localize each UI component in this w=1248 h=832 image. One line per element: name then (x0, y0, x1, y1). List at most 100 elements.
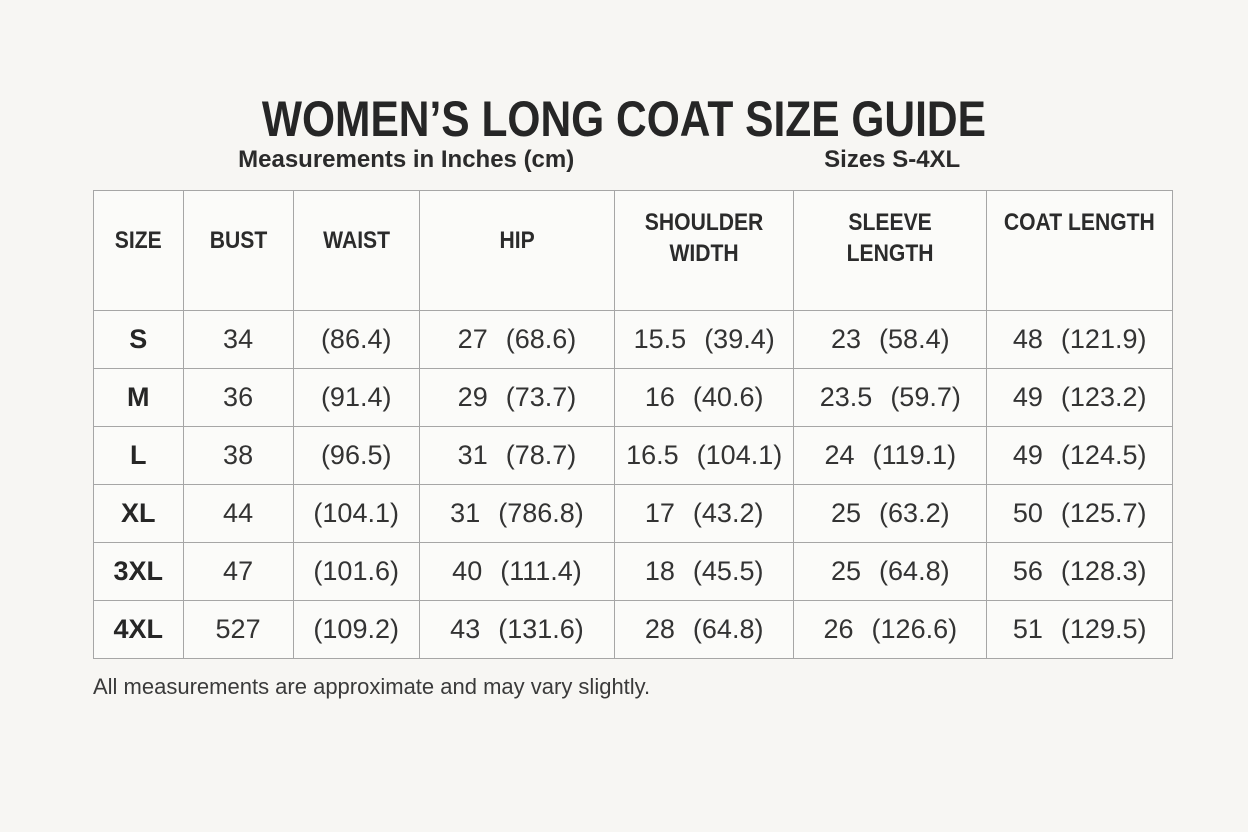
bust-cell: 34 (182, 310, 294, 369)
table-row-m: M 36 (91.4) 29 (73.7) 16 (40.6) 23.5 (59.7)… (93, 368, 1173, 427)
inches-value: 50 (1012, 498, 1043, 528)
size-label: S (93, 310, 184, 369)
disclaimer-text: All measurements are approximate and may… (93, 674, 651, 699)
waist-cell: (109.2) (292, 600, 420, 659)
shoulder-width-cell: 18 (45.5) (614, 542, 795, 601)
waist-cell: (104.1) (292, 484, 420, 543)
inches-value: 23 (831, 324, 862, 354)
header-line: WAIST (322, 227, 390, 254)
size-label: M (93, 368, 184, 427)
table-row-xl: XL 44 (104.1) 31 (786.8) 17 (43.2) 25 (63.2… (93, 484, 1173, 543)
shoulder-width-cell: 15.5 (39.4) (614, 310, 795, 369)
header-line: HIP (499, 227, 535, 254)
cm-value: (125.7) (1060, 498, 1147, 528)
cm-value: (68.6) (505, 324, 577, 354)
table-row-4xl: 4XL 527 (109.2) 43 (131.6) 28 (64.8) 26 (12… (93, 600, 1173, 659)
bust-cell: 38 (182, 426, 294, 485)
hip-cell: 31 (78.7) (418, 426, 616, 485)
page-title: WOMEN’S LONG COAT SIZE GUIDE (0, 90, 1248, 148)
inches-value: 29 (457, 382, 488, 412)
shoulder-width-cell: 17 (43.2) (614, 484, 795, 543)
size-label: 4XL (93, 600, 184, 659)
sleeve-length-cell: 24 (119.1) (793, 426, 988, 485)
inches-value: 26 (823, 614, 854, 644)
shoulder-width-cell: 28 (64.8) (614, 600, 795, 659)
cm-value: (119.1) (872, 440, 957, 470)
inches-value: 527 (215, 614, 261, 644)
inches-value: 16.5 (626, 440, 679, 470)
column-header-coat-length: COAT LENGTH (986, 190, 1173, 311)
header-line: WIDTH (669, 240, 739, 267)
inches-value: 36 (223, 382, 254, 412)
size-label: XL (93, 484, 184, 543)
page-title-text: WOMEN’S LONG COAT SIZE GUIDE (261, 90, 987, 147)
subtitle-row: Measurements in Inches (cm) Sizes S-4XL (93, 142, 1173, 190)
cm-value: (96.5) (320, 440, 392, 470)
cm-value: (126.6) (871, 614, 958, 644)
inches-value: 56 (1012, 556, 1043, 586)
measurements-units-label: Measurements in Inches (cm) (238, 146, 575, 173)
cm-value: (101.6) (313, 556, 399, 586)
header-line: COAT LENGTH (1004, 209, 1156, 236)
cm-value: (109.2) (313, 614, 399, 644)
coat-length-cell: 49 (124.5) (986, 426, 1173, 485)
coat-length-cell: 49 (123.2) (986, 368, 1173, 427)
size-label: 3XL (93, 542, 184, 601)
inches-value: 16 (644, 382, 675, 412)
cm-value: (40.6) (692, 382, 764, 412)
inches-value: 27 (457, 324, 488, 354)
cm-value: (86.4) (320, 324, 392, 354)
hip-cell: 29 (73.7) (418, 368, 616, 427)
sleeve-length-cell: 25 (64.8) (793, 542, 988, 601)
table-row-l: L 38 (96.5) 31 (78.7) 16.5 (104.1) 24 (119.… (93, 426, 1173, 485)
cm-value: (78.7) (505, 440, 577, 470)
cm-value: (104.1) (696, 440, 783, 470)
size-guide: Measurements in Inches (cm) Sizes S-4XL … (93, 142, 1173, 700)
header-line: SLEEVE (848, 209, 932, 236)
size-chart-table: SIZE BUST WAIST HIP SHOULDER WIDTH (93, 190, 1173, 659)
column-header-size: SIZE (93, 190, 184, 311)
cm-value: (91.4) (320, 382, 392, 412)
waist-cell: (91.4) (292, 368, 420, 427)
coat-length-cell: 56 (128.3) (986, 542, 1173, 601)
inches-value: 31 (450, 498, 481, 528)
header-line: LENGTH (846, 240, 934, 267)
cm-value: (43.2) (692, 498, 764, 528)
column-header-waist: WAIST (292, 190, 420, 311)
sizes-range-label: Sizes S-4XL (824, 146, 961, 173)
header-line: SIZE (114, 227, 162, 254)
cm-value: (104.1) (313, 498, 399, 528)
table-row-3xl: 3XL 47 (101.6) 40 (111.4) 18 (45.5) 25 (64.… (93, 542, 1173, 601)
inches-value: 28 (644, 614, 675, 644)
table-row-s: S 34 (86.4) 27 (68.6) 15.5 (39.4) 23 (58.4)… (93, 310, 1173, 369)
cm-value: (786.8) (498, 498, 584, 528)
inches-value: 25 (831, 498, 862, 528)
cm-value: (63.2) (879, 498, 950, 528)
cm-value: (73.7) (505, 382, 577, 412)
header-row: SIZE BUST WAIST HIP SHOULDER WIDTH (93, 190, 1173, 311)
bust-cell: 36 (182, 368, 294, 427)
waist-cell: (86.4) (292, 310, 420, 369)
inches-value: 47 (223, 556, 254, 586)
cm-value: (123.2) (1060, 382, 1147, 412)
header-line: SHOULDER (644, 209, 764, 236)
inches-value: 38 (223, 440, 254, 470)
inches-value: 15.5 (633, 324, 687, 354)
cm-value: (64.8) (692, 614, 764, 644)
cm-value: (64.8) (879, 556, 950, 586)
hip-cell: 27 (68.6) (418, 310, 616, 369)
cm-value: (58.4) (879, 324, 950, 354)
header-line: BUST (209, 227, 267, 254)
cm-value: (45.5) (692, 556, 764, 586)
column-header-shoulder-width: SHOULDER WIDTH (614, 190, 795, 311)
cm-value: (59.7) (890, 382, 961, 412)
sleeve-length-cell: 23 (58.4) (793, 310, 988, 369)
cm-value: (111.4) (500, 556, 582, 586)
cm-value: (131.6) (498, 614, 584, 644)
inches-value: 24 (824, 440, 855, 470)
cm-value: (121.9) (1060, 324, 1147, 354)
sleeve-length-cell: 23.5 (59.7) (793, 368, 988, 427)
inches-value: 23.5 (819, 382, 873, 412)
inches-value: 25 (831, 556, 862, 586)
hip-cell: 43 (131.6) (418, 600, 616, 659)
